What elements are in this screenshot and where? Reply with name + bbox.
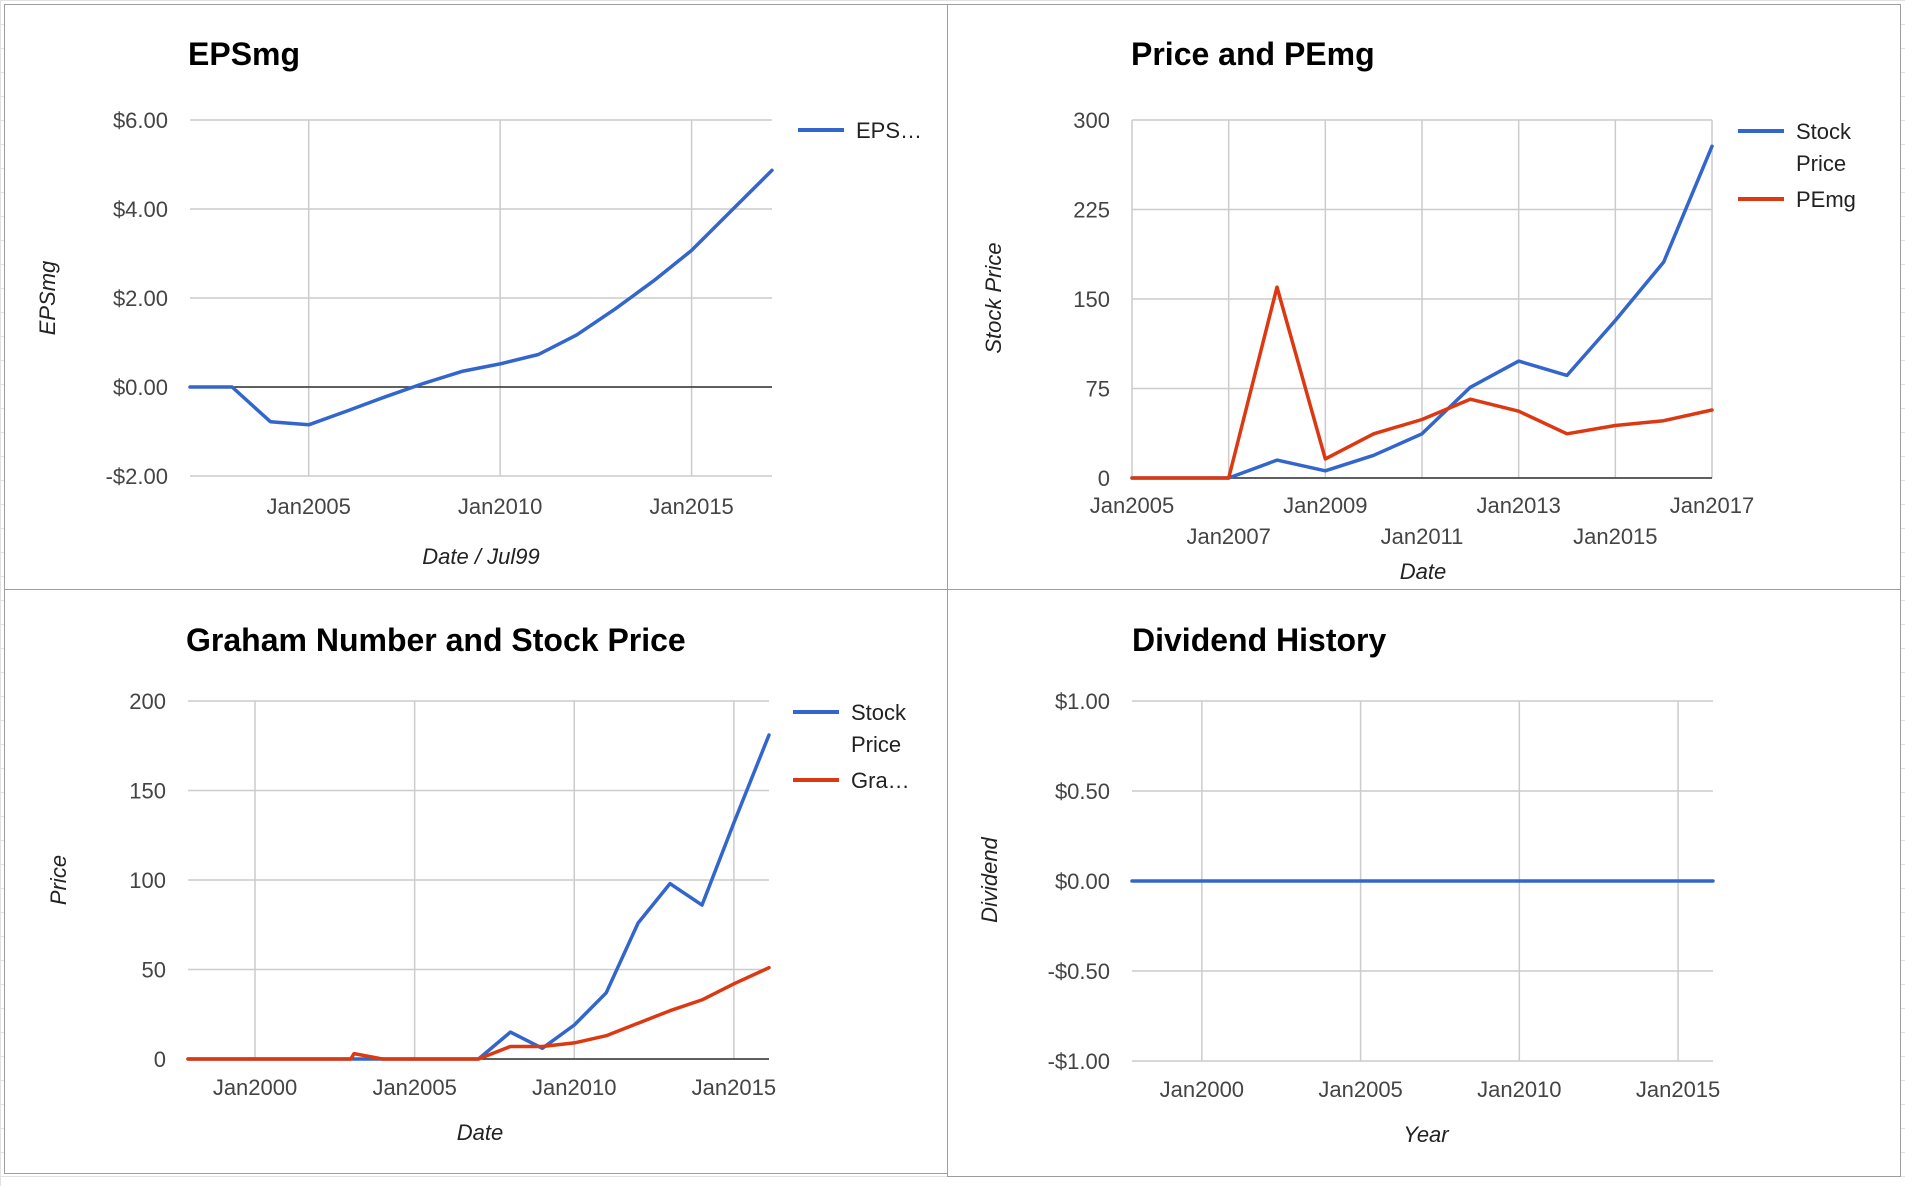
x-tick-label: Jan2013: [1476, 493, 1560, 518]
y-tick-label: 200: [129, 689, 166, 714]
y-tick-label: $6.00: [113, 108, 168, 133]
chart-panel-price-pemg[interactable]: Price and PEmg 300 225 150 75 0 Jan2005 Jan2007…: [947, 4, 1901, 590]
y-tick-label: $0.00: [113, 375, 168, 400]
y-tick-label: $1.00: [1055, 689, 1110, 714]
y-tick-label: 225: [1073, 198, 1110, 223]
y-tick-label: 300: [1073, 108, 1110, 133]
x-tick-label: Jan2010: [1477, 1077, 1561, 1102]
x-tick-label: Jan2005: [266, 494, 350, 519]
x-tick-label: Jan2005: [372, 1075, 456, 1100]
legend-label-line: Stock: [1796, 119, 1852, 144]
x-tick-label: Jan2009: [1283, 493, 1367, 518]
chart-title: Price and PEmg: [1131, 36, 1375, 72]
chart-svg: Dividend History $1.00 $0.50 $0.00 -$0.50 -$1…: [977, 622, 1720, 1147]
x-tick-label: Jan2000: [1160, 1077, 1244, 1102]
y-tick-label: 50: [142, 958, 166, 983]
chart-svg: Graham Number and Stock Price 200 150 100 50…: [46, 622, 910, 1145]
legend-label: Stock Price: [851, 700, 907, 757]
series-line-0: [186, 733, 771, 1061]
x-tick-label: Jan2005: [1318, 1077, 1402, 1102]
chart-svg: EPSmg $6.00 $4.00 $2.00 $0.00 -$2.00 Jan2005 Ja…: [35, 36, 922, 569]
series-line-1: [186, 965, 771, 1061]
chart-title: Dividend History: [1132, 622, 1386, 658]
y-axis-title: Dividend: [977, 836, 1002, 922]
legend-label: Gra…: [851, 768, 910, 793]
x-tick-label: Jan2015: [1636, 1077, 1720, 1102]
x-tick-label: Jan2017: [1670, 493, 1754, 518]
y-tick-label: -$2.00: [106, 464, 168, 489]
x-tick-label: Jan2010: [532, 1075, 616, 1100]
series-line-1: [1130, 285, 1714, 480]
chart-panel-dividend-history[interactable]: Dividend History $1.00 $0.50 $0.00 -$0.50 -$1…: [947, 589, 1901, 1177]
series-line-0: [188, 168, 774, 427]
y-tick-label: $4.00: [113, 197, 168, 222]
legend-label: Stock Price: [1796, 119, 1852, 176]
x-tick-label: Jan2015: [1573, 524, 1657, 549]
legend-label-line: Stock: [851, 700, 907, 725]
y-tick-label: $0.50: [1055, 779, 1110, 804]
x-tick-label: Jan2010: [458, 494, 542, 519]
chart-title: EPSmg: [188, 36, 300, 72]
y-tick-label: 0: [1098, 466, 1110, 491]
legend-label: EPS…: [856, 118, 922, 143]
y-tick-label: $2.00: [113, 286, 168, 311]
y-tick-label: 0: [154, 1047, 166, 1072]
chart-panel-graham-number[interactable]: Graham Number and Stock Price 200 150 100 50…: [4, 589, 948, 1174]
y-tick-label: -$1.00: [1048, 1049, 1110, 1074]
x-axis-title: Year: [1403, 1122, 1450, 1147]
x-tick-label: Jan2000: [213, 1075, 297, 1100]
y-tick-label: 100: [129, 868, 166, 893]
x-axis-title: Date: [457, 1120, 503, 1145]
x-tick-label: Jan2005: [1090, 493, 1174, 518]
x-tick-label: Jan2007: [1186, 524, 1270, 549]
chart-panel-epsmg[interactable]: EPSmg $6.00 $4.00 $2.00 $0.00 -$2.00 Jan2005 Ja…: [4, 4, 948, 590]
y-tick-label: 150: [129, 779, 166, 804]
y-axis-title: Price: [46, 855, 71, 905]
y-axis-title: EPSmg: [35, 260, 60, 335]
y-axis-title: Stock Price: [981, 242, 1006, 353]
x-tick-label: Jan2015: [649, 494, 733, 519]
y-tick-label: $0.00: [1055, 869, 1110, 894]
legend-label-line: Price: [1796, 151, 1846, 176]
chart-title: Graham Number and Stock Price: [186, 622, 686, 658]
y-tick-label: 75: [1086, 377, 1110, 402]
x-tick-label: Jan2015: [692, 1075, 776, 1100]
legend-label-line: Price: [851, 732, 901, 757]
x-tick-label: Jan2011: [1381, 524, 1464, 549]
legend-label: PEmg: [1796, 187, 1856, 212]
y-tick-label: -$0.50: [1048, 959, 1110, 984]
y-tick-label: 150: [1073, 287, 1110, 312]
x-axis-title: Date / Jul99: [422, 544, 539, 569]
x-axis-title: Date: [1400, 559, 1446, 584]
